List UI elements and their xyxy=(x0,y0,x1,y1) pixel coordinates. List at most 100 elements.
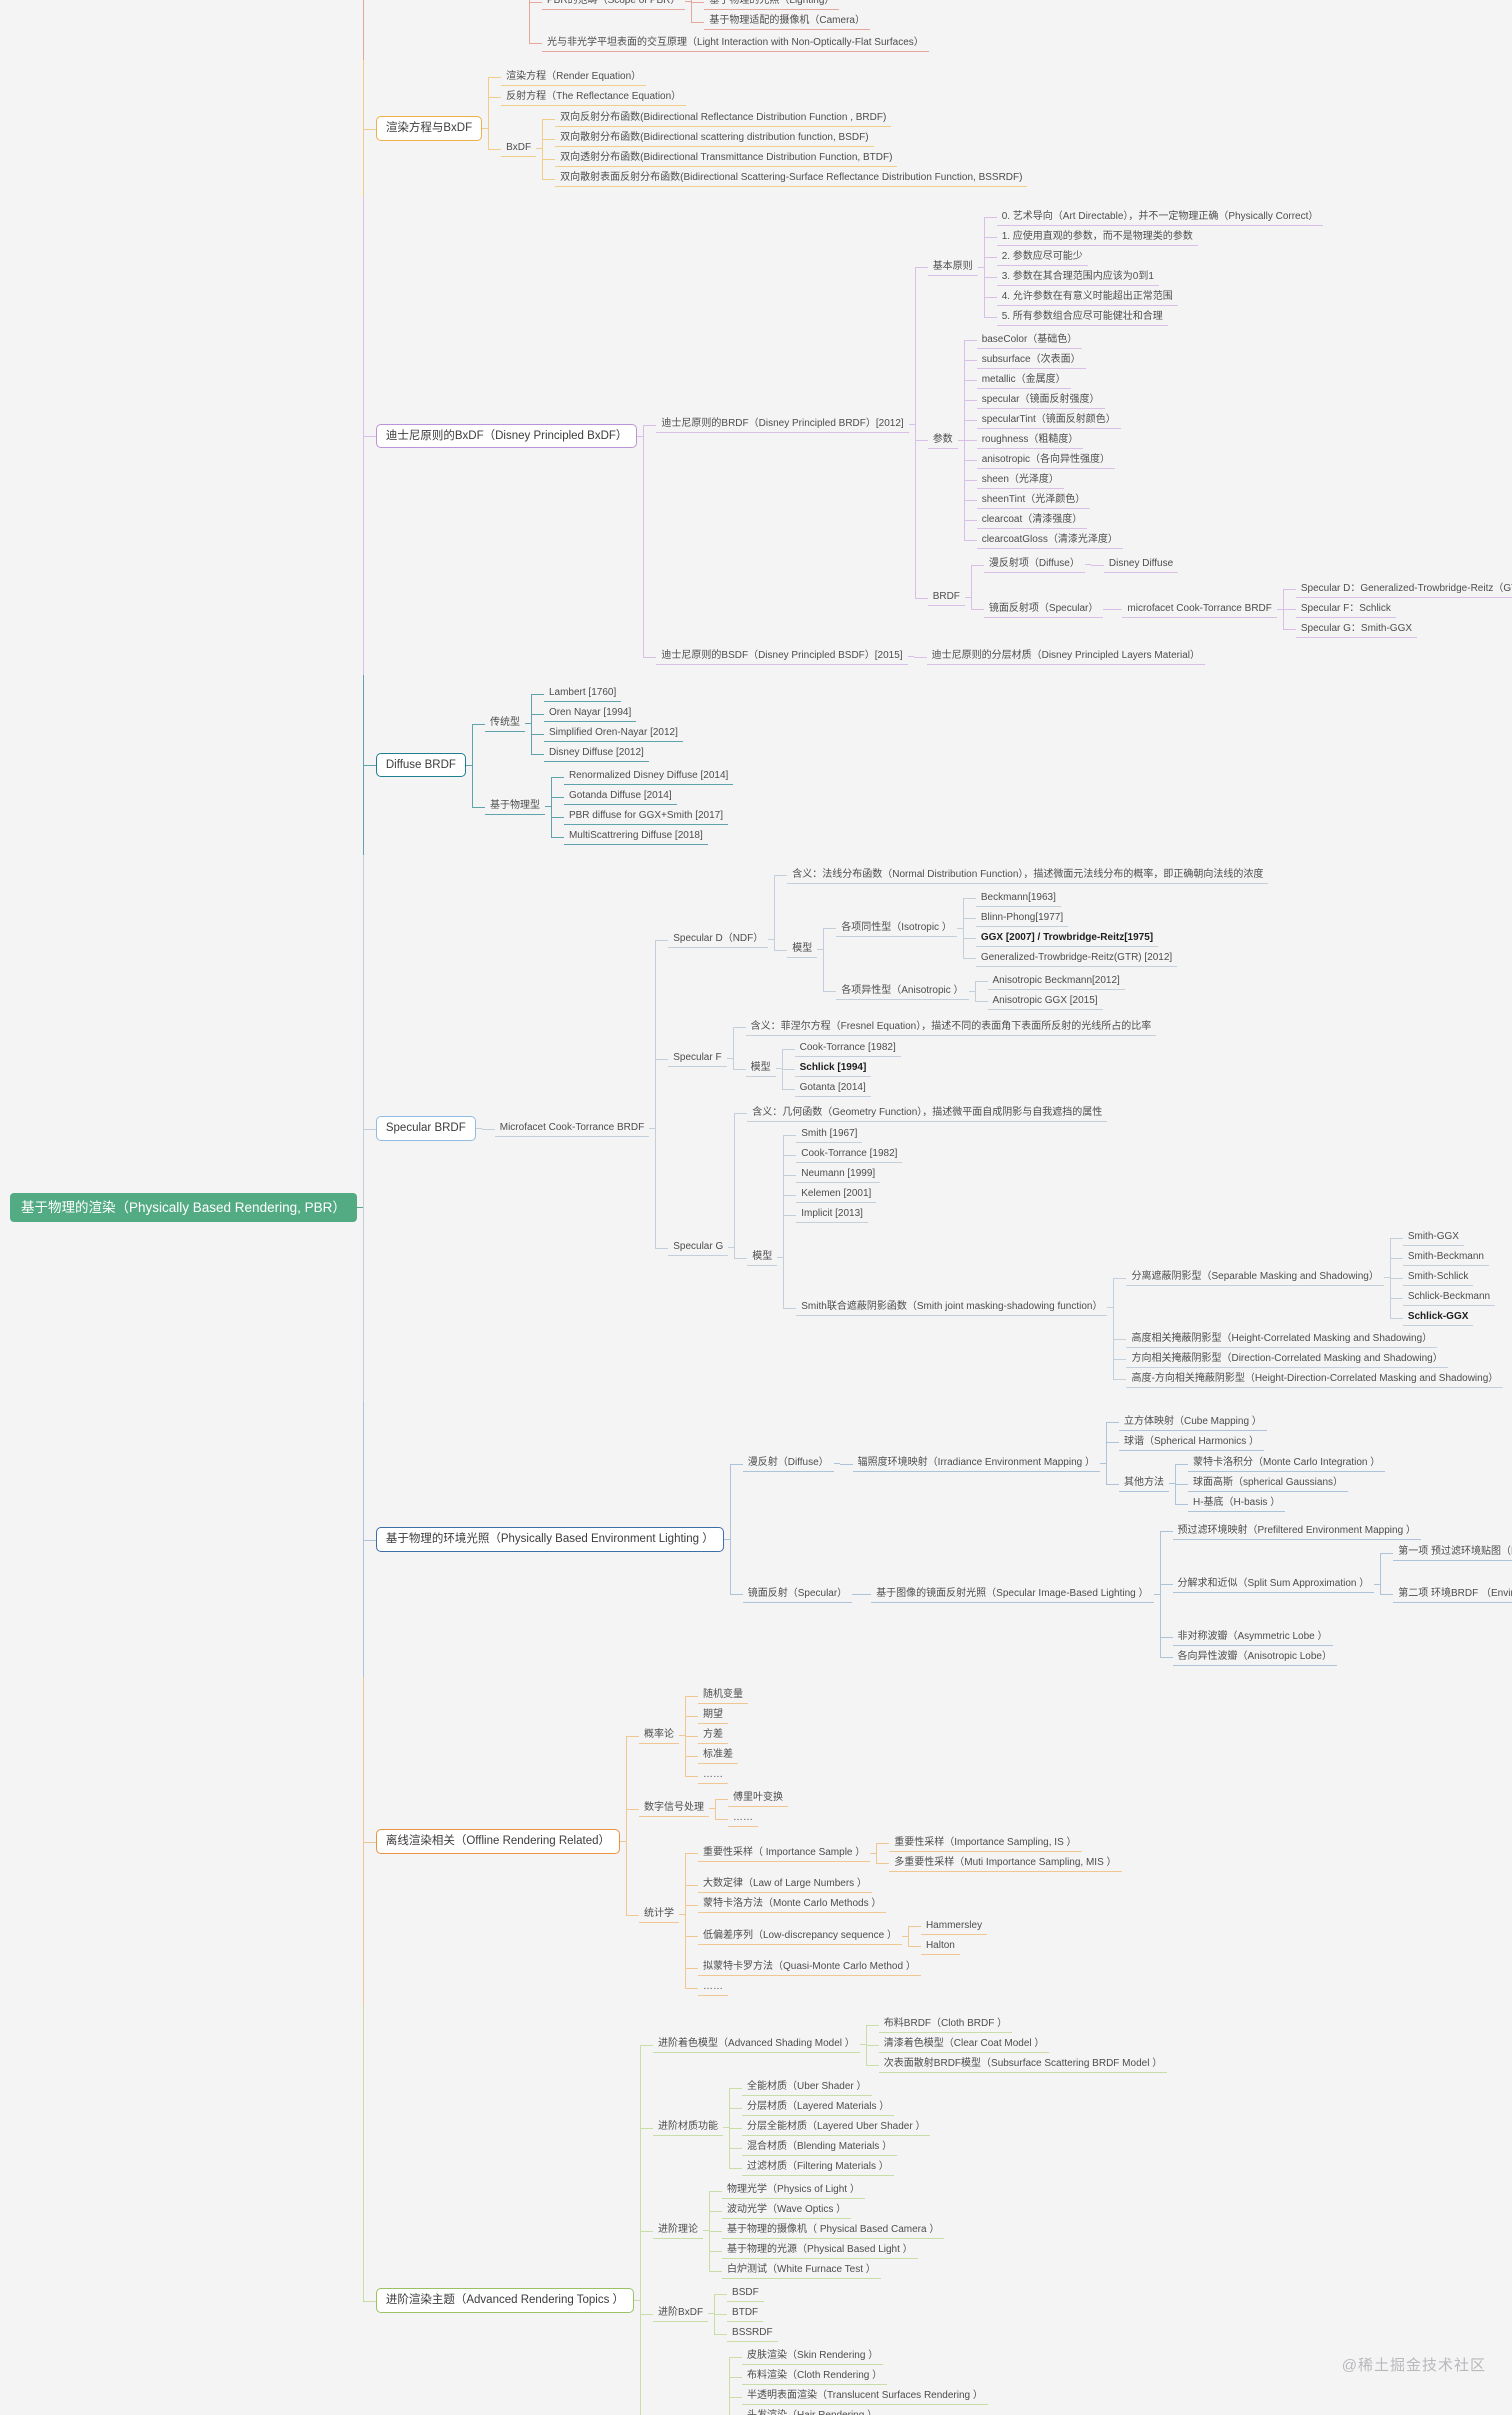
node-label[interactable]: 皮肤渲染（Skin Rendering ） xyxy=(742,2348,884,2365)
node-label[interactable]: 分解求和近似（Split Sum Approximation ） xyxy=(1172,1576,1375,1593)
node-label[interactable]: 模型 xyxy=(787,941,818,958)
node-label[interactable]: 概率论 xyxy=(638,1727,679,1744)
node-label[interactable]: 预过滤环境映射（Prefiltered Environment Mapping … xyxy=(1172,1523,1421,1540)
node-label[interactable]: BRDF xyxy=(927,589,965,606)
node-label[interactable]: H-基底（H-basis ） xyxy=(1187,1495,1286,1512)
node-label[interactable]: Specular D：Generalized-Trowbridge-Reitz（… xyxy=(1295,581,1512,598)
node-label[interactable]: 分层材质（Layered Materials ） xyxy=(742,2099,895,2116)
node-label[interactable]: specularTint（镜面反射颜色） xyxy=(976,412,1121,429)
node-label[interactable]: Anisotropic Beckmann[2012] xyxy=(987,973,1125,990)
node-label[interactable]: Smith-Schlick xyxy=(1402,1269,1474,1286)
node-label[interactable]: 进阶着色模型（Advanced Shading Model ） xyxy=(653,2036,860,2053)
node-label[interactable]: 次表面散射BRDF模型（Subsurface Scattering BRDF M… xyxy=(878,2056,1168,2073)
node-label[interactable]: 各向异性波瓣（Anisotropic Lobe） xyxy=(1172,1649,1337,1666)
node-label[interactable]: 头发渲染（Hair Rendering ） xyxy=(742,2408,882,2415)
node-label[interactable]: baseColor（基础色） xyxy=(976,332,1083,349)
node-label[interactable]: 3. 参数在其合理范围内应该为0到1 xyxy=(996,269,1159,286)
node-label[interactable]: 辐照度环境映射（Irradiance Environment Mapping ） xyxy=(852,1455,1100,1472)
node-label[interactable]: 蒙特卡洛积分（Monte Carlo Integration ） xyxy=(1187,1455,1386,1472)
node-label[interactable]: 进阶理论 xyxy=(653,2222,704,2239)
node-label[interactable]: clearcoatGloss（清漆光泽度） xyxy=(976,532,1123,549)
node-label[interactable]: 非对称波瓣（Asymmetric Lobe ） xyxy=(1172,1629,1333,1646)
node-label[interactable]: 参数 xyxy=(927,432,958,449)
branch-node[interactable]: 进阶渲染主题（Advanced Rendering Topics ） xyxy=(375,2288,635,2313)
node-label[interactable]: 漫反射（Diffuse） xyxy=(742,1455,834,1472)
node-label[interactable]: 光与非光学平坦表面的交互原理（Light Interaction with No… xyxy=(542,35,929,52)
node-label[interactable]: roughness（粗糙度） xyxy=(976,432,1084,449)
node-label[interactable]: 布料BRDF（Cloth BRDF ） xyxy=(878,2016,1013,2033)
node-label[interactable]: 2. 参数应尽可能少 xyxy=(996,249,1088,266)
root-node[interactable]: 基于物理的渲染（Physically Based Rendering, PBR） xyxy=(10,1192,357,1223)
node-label[interactable]: Generalized-Trowbridge-Reitz(GTR) [2012] xyxy=(975,950,1178,967)
node-label[interactable]: GGX [2007] / Trowbridge-Reitz[1975] xyxy=(975,930,1159,947)
node-label[interactable]: Hammersley xyxy=(920,1918,988,1935)
node-label[interactable]: 传统型 xyxy=(484,715,525,732)
node-label[interactable]: 蒙特卡洛方法（Monte Carlo Methods ） xyxy=(697,1896,887,1913)
node-label[interactable]: clearcoat（清漆强度） xyxy=(976,512,1088,529)
node-label[interactable]: 双向反射分布函数(Bidirectional Reflectance Distr… xyxy=(555,110,892,127)
node-label[interactable]: Specular F xyxy=(668,1050,727,1067)
node-label[interactable]: Smith-Beckmann xyxy=(1402,1249,1489,1266)
node-label[interactable]: 多重要性采样（Muti Importance Sampling, MIS ） xyxy=(889,1855,1122,1872)
node-label[interactable]: 其他方法 xyxy=(1118,1475,1169,1492)
node-label[interactable]: 布料渲染（Cloth Rendering ） xyxy=(742,2368,888,2385)
node-label[interactable]: PBR diffuse for GGX+Smith [2017] xyxy=(563,808,729,825)
node-label[interactable]: BxDF xyxy=(501,140,537,157)
node-label[interactable]: 4. 允许参数在有意义时能超出正常范围 xyxy=(996,289,1178,306)
node-label[interactable]: sheen（光泽度） xyxy=(976,472,1064,489)
node-label[interactable]: 含义：几何函数（Geometry Function），描述微平面自成阴影与自我遮… xyxy=(747,1105,1108,1122)
node-label[interactable]: 双向散射表面反射分布函数(Bidirectional Scattering-Su… xyxy=(555,170,1028,187)
node-label[interactable]: Lambert [1760] xyxy=(543,685,622,702)
node-label[interactable]: Schlick-GGX xyxy=(1402,1309,1474,1326)
node-label[interactable]: 基本原则 xyxy=(927,259,978,276)
branch-node[interactable]: Specular BRDF xyxy=(375,1116,476,1141)
node-label[interactable]: 拟蒙特卡罗方法（Quasi-Monte Carlo Method ） xyxy=(697,1959,921,1976)
node-label[interactable]: 分离遮蔽阴影型（Separable Masking and Shadowing） xyxy=(1126,1269,1384,1286)
node-label[interactable]: 统计学 xyxy=(638,1906,679,1923)
node-label[interactable]: 漫反射项（Diffuse） xyxy=(983,556,1085,573)
branch-node[interactable]: 渲染方程与BxDF xyxy=(375,116,483,141)
node-label[interactable]: 基于物理的光照（Lighting） xyxy=(704,0,840,10)
node-label[interactable]: 球谐（Spherical Harmonics ） xyxy=(1118,1434,1265,1451)
node-label[interactable]: Schlick-Beckmann xyxy=(1402,1289,1496,1306)
node-label[interactable]: Halton xyxy=(920,1938,960,1955)
node-label[interactable]: 第一项 预过滤环境贴图（Pre-filtered Environment Map… xyxy=(1393,1544,1512,1561)
node-label[interactable]: …… xyxy=(697,1979,728,1996)
node-label[interactable]: MultiScattrering Diffuse [2018] xyxy=(563,828,708,845)
node-label[interactable]: 混合材质（Blending Materials ） xyxy=(742,2139,898,2156)
node-label[interactable]: Beckmann[1963] xyxy=(975,890,1061,907)
node-label[interactable]: 标准差 xyxy=(697,1747,738,1764)
node-label[interactable]: 含义：菲涅尔方程（Fresnel Equation），描述不同的表面角下表面所反… xyxy=(745,1019,1157,1036)
node-label[interactable]: Gotanta [2014] xyxy=(794,1080,871,1097)
node-label[interactable]: Specular F：Schlick xyxy=(1295,601,1396,618)
node-label[interactable]: 基于物理的摄像机（ Physical Based Camera ） xyxy=(722,2222,945,2239)
node-label[interactable]: subsurface（次表面） xyxy=(976,352,1086,369)
node-label[interactable]: 重要性采样（Importance Sampling, IS ） xyxy=(889,1835,1082,1852)
node-label[interactable]: Microfacet Cook-Torrance BRDF xyxy=(494,1120,650,1137)
node-label[interactable]: 进阶BxDF xyxy=(653,2305,709,2322)
node-label[interactable]: anisotropic（各向异性强度） xyxy=(976,452,1116,469)
branch-node[interactable]: 基于物理的环境光照（Physically Based Environment L… xyxy=(375,1527,724,1552)
node-label[interactable]: 第二项 环境BRDF （Environment BRDF ） xyxy=(1393,1586,1512,1603)
node-label[interactable]: microfacet Cook-Torrance BRDF xyxy=(1122,601,1277,618)
node-label[interactable]: 期望 xyxy=(697,1707,728,1724)
node-label[interactable]: Kelemen [2001] xyxy=(796,1186,877,1203)
node-label[interactable]: 基于图像的镜面反射光照（Specular Image-Based Lightin… xyxy=(871,1586,1154,1603)
node-label[interactable]: Specular G xyxy=(668,1239,729,1256)
node-label[interactable]: Specular D（NDF） xyxy=(668,931,769,948)
node-label[interactable]: 高度-方向相关掩蔽阴影型（Height-Direction-Correlated… xyxy=(1126,1371,1504,1388)
node-label[interactable]: Smith [1967] xyxy=(796,1126,863,1143)
node-label[interactable]: Anisotropic GGX [2015] xyxy=(987,993,1103,1010)
node-label[interactable]: 基于物理的光源（Physical Based Light ） xyxy=(722,2242,918,2259)
node-label[interactable]: 含义：法线分布函数（Normal Distribution Function），… xyxy=(787,867,1269,884)
node-label[interactable]: 5. 所有参数组合应尽可能健壮和合理 xyxy=(996,309,1168,326)
node-label[interactable]: 物理光学（Physics of Light ） xyxy=(722,2182,865,2199)
node-label[interactable]: 数字信号处理 xyxy=(638,1800,709,1817)
node-label[interactable]: 0. 艺术导向（Art Directable），并不一定物理正确（Physica… xyxy=(996,209,1324,226)
node-label[interactable]: BSSRDF xyxy=(727,2325,778,2342)
node-label[interactable]: Renormalized Disney Diffuse [2014] xyxy=(563,768,734,785)
node-label[interactable]: 傅里叶变换 xyxy=(727,1790,788,1807)
node-label[interactable]: 方向相关掩蔽阴影型（Direction-Correlated Masking a… xyxy=(1126,1351,1448,1368)
node-label[interactable]: 白炉测试（White Furnace Test ） xyxy=(722,2262,881,2279)
node-label[interactable]: Disney Diffuse [2012] xyxy=(543,745,649,762)
